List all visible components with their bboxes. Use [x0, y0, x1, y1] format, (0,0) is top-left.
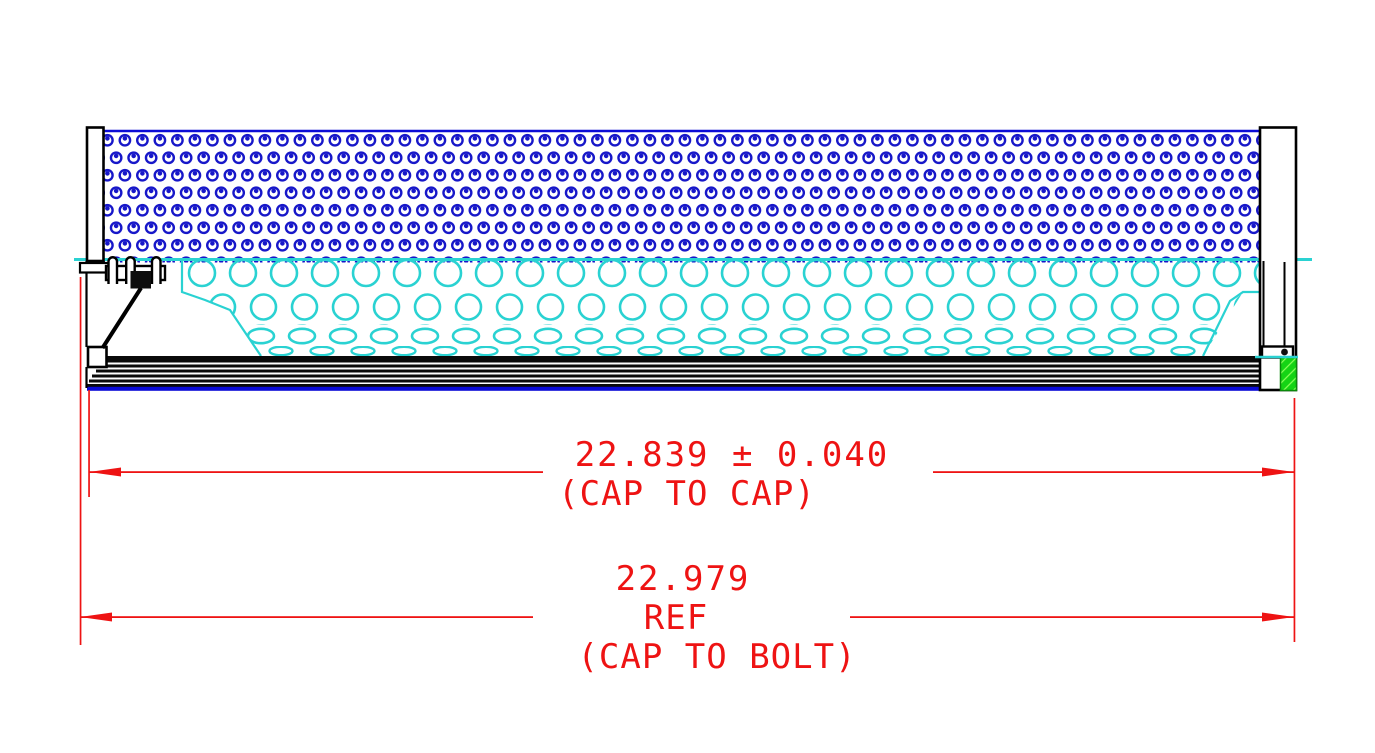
bolt-brace: [100, 286, 143, 350]
extension-line-right-cap: [1293, 398, 1296, 642]
cap-to-bolt-label: (CAP TO BOLT): [577, 637, 856, 677]
left-end-cap: [85, 126, 108, 388]
bottom-seam-line: [87, 386, 1282, 391]
right-end-cap: [1255, 126, 1298, 392]
mounting-bolt-assembly: [78, 256, 167, 350]
arrowhead-right: [1262, 612, 1294, 622]
cap-to-bolt-value: 22.979: [616, 559, 751, 599]
left-corner-bracket: [86, 345, 108, 369]
dimension-cap-to-bolt: 22.979 REF (CAP TO BOLT): [80, 559, 1294, 677]
cap-to-bolt-ref: REF: [644, 598, 708, 638]
gasket: [1279, 356, 1298, 392]
inner-core-perforations: [182, 261, 1277, 356]
arrowhead-right: [1262, 467, 1294, 477]
dimension-cap-to-cap: 22.839 ± 0.040 (CAP TO CAP): [89, 435, 1294, 514]
filter-media-pleats: [87, 356, 1278, 387]
filter-body: [74, 126, 1312, 392]
bolt-end-dot: [1281, 348, 1288, 356]
cap-to-cap-label: (CAP TO CAP): [558, 474, 816, 514]
outer-screen-perforations: [103, 129, 1261, 263]
arrowhead-left: [80, 612, 112, 622]
cap-to-cap-value: 22.839 ± 0.040: [575, 435, 890, 475]
extension-line-left-cap: [88, 390, 90, 497]
extension-line-left-bolt: [79, 277, 82, 645]
arrowhead-left: [89, 467, 121, 477]
bolt-rod: [78, 261, 110, 274]
bolt-nut: [130, 271, 151, 289]
dimension-annotations: 22.839 ± 0.040 (CAP TO CAP) 22.979 REF (…: [79, 277, 1296, 677]
